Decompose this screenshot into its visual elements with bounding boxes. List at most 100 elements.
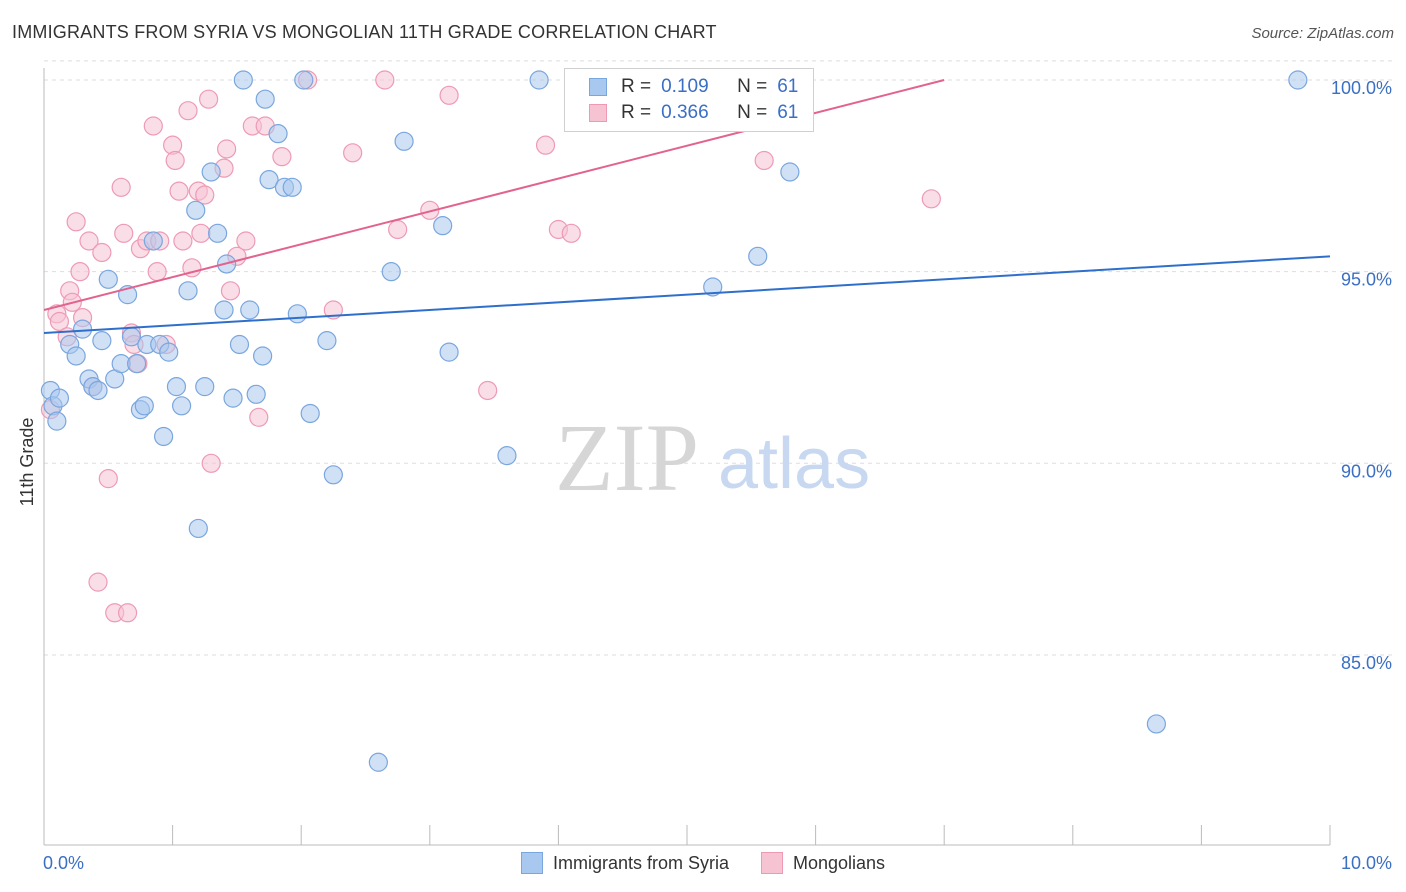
y-tick-labels: 85.0% 90.0% 95.0% 100.0% bbox=[1331, 78, 1392, 673]
syria-point bbox=[178, 281, 198, 301]
syria-point bbox=[240, 300, 260, 320]
mongolians-point bbox=[98, 469, 118, 489]
series-legend: Immigrants from Syria Mongolians bbox=[0, 852, 1406, 874]
syria-point bbox=[323, 465, 343, 485]
syria-point bbox=[201, 162, 221, 182]
syria-point bbox=[143, 231, 163, 251]
axes bbox=[43, 68, 1331, 846]
syria-point bbox=[368, 752, 388, 772]
syria-point bbox=[287, 304, 307, 324]
mongolians-point bbox=[375, 70, 395, 90]
x-tick-label-min: 0.0% bbox=[43, 853, 84, 873]
syria-point bbox=[246, 384, 266, 404]
mongolians-point bbox=[535, 135, 556, 155]
n-label: N = bbox=[737, 76, 768, 97]
mongolians-point bbox=[272, 147, 292, 167]
syria-point bbox=[214, 300, 234, 320]
legend-swatch-syria bbox=[589, 78, 607, 96]
mongolians-point bbox=[195, 185, 215, 205]
syria-point bbox=[433, 216, 453, 236]
mongolians-point bbox=[420, 200, 440, 220]
syria-point bbox=[253, 346, 273, 366]
r-label: R = bbox=[621, 76, 652, 97]
watermark-atlas: atlas bbox=[718, 424, 870, 504]
syria-point bbox=[300, 403, 320, 424]
syria-point bbox=[166, 377, 187, 397]
syria-point bbox=[208, 223, 228, 243]
syria-point bbox=[439, 342, 459, 362]
syria-point bbox=[1146, 714, 1166, 734]
syria-point bbox=[317, 331, 337, 351]
mongolians-point bbox=[201, 453, 221, 473]
mongolians-point bbox=[754, 150, 774, 171]
syria-point bbox=[381, 262, 401, 282]
mongolians-point bbox=[143, 116, 163, 136]
syria-point bbox=[268, 124, 288, 144]
syria-point bbox=[282, 177, 302, 197]
mongolians-point bbox=[199, 89, 219, 109]
n-value: 61 bbox=[777, 102, 799, 123]
mongolians-point bbox=[220, 281, 241, 301]
stats-legend-row-mongolians: R = 0.366 N = 61 bbox=[589, 101, 798, 125]
legend-item-mongolians: Mongolians bbox=[760, 852, 886, 874]
watermark: ZIP atlas bbox=[555, 404, 870, 511]
x-tick-label-max: 10.0% bbox=[1341, 853, 1392, 873]
mongolians-point bbox=[117, 603, 138, 623]
y-tick-label: 100.0% bbox=[1331, 78, 1392, 98]
mongolians-point bbox=[114, 223, 134, 243]
mongolians-point bbox=[191, 223, 211, 243]
mongolians-point bbox=[921, 189, 941, 209]
mongolians-point bbox=[478, 380, 498, 401]
syria-trend-line bbox=[43, 255, 1331, 334]
mongolians-point bbox=[439, 85, 459, 105]
mongolians-point bbox=[173, 231, 193, 251]
syria-point bbox=[153, 426, 174, 447]
legend-item-syria: Immigrants from Syria bbox=[520, 852, 729, 874]
syria-point bbox=[159, 342, 179, 362]
syria-point bbox=[497, 446, 517, 466]
syria-point bbox=[126, 354, 147, 374]
syria-point bbox=[72, 319, 93, 339]
syria-point bbox=[1288, 70, 1308, 90]
syria-point bbox=[188, 518, 208, 539]
syria-point bbox=[195, 377, 215, 397]
syria-point bbox=[172, 396, 192, 416]
syria-point bbox=[780, 162, 800, 182]
syria-point bbox=[88, 380, 108, 401]
mongolians-point bbox=[88, 572, 108, 592]
y-tick-label: 85.0% bbox=[1341, 653, 1392, 673]
r-value: 0.109 bbox=[661, 76, 709, 97]
legend-swatch-mongolians bbox=[760, 852, 783, 874]
r-value: 0.366 bbox=[661, 102, 709, 123]
n-label: N = bbox=[737, 102, 768, 123]
mongolians-point bbox=[561, 223, 581, 243]
n-value: 61 bbox=[777, 76, 799, 97]
syria-point bbox=[47, 411, 67, 431]
syria-point bbox=[294, 70, 314, 90]
syria-point bbox=[394, 131, 414, 151]
syria-point bbox=[134, 396, 154, 416]
syria-point bbox=[233, 70, 253, 90]
legend-label-mongolians: Mongolians bbox=[792, 852, 886, 873]
syria-point bbox=[529, 70, 549, 90]
watermark-zip: ZIP bbox=[555, 404, 699, 511]
mongolians-point bbox=[70, 262, 90, 282]
y-tick-label: 95.0% bbox=[1341, 270, 1392, 290]
chart-title: IMMIGRANTS FROM SYRIA VS MONGOLIAN 11TH … bbox=[12, 22, 717, 42]
mongolians-point bbox=[111, 177, 131, 197]
mongolians-point bbox=[236, 231, 256, 251]
syria-point bbox=[259, 170, 279, 190]
y-tick-label: 90.0% bbox=[1341, 461, 1392, 481]
syria-point bbox=[66, 346, 86, 366]
legend-swatch-mongolians bbox=[589, 104, 607, 122]
legend-swatch-syria bbox=[520, 852, 543, 874]
syria-point bbox=[703, 277, 723, 297]
syria-point bbox=[223, 388, 243, 408]
mongolians-point bbox=[388, 219, 408, 240]
syria-point bbox=[98, 269, 118, 289]
syria-point bbox=[49, 388, 70, 408]
mongolians-point bbox=[217, 139, 237, 159]
mongolians-point bbox=[79, 231, 99, 251]
r-label: R = bbox=[621, 102, 652, 123]
